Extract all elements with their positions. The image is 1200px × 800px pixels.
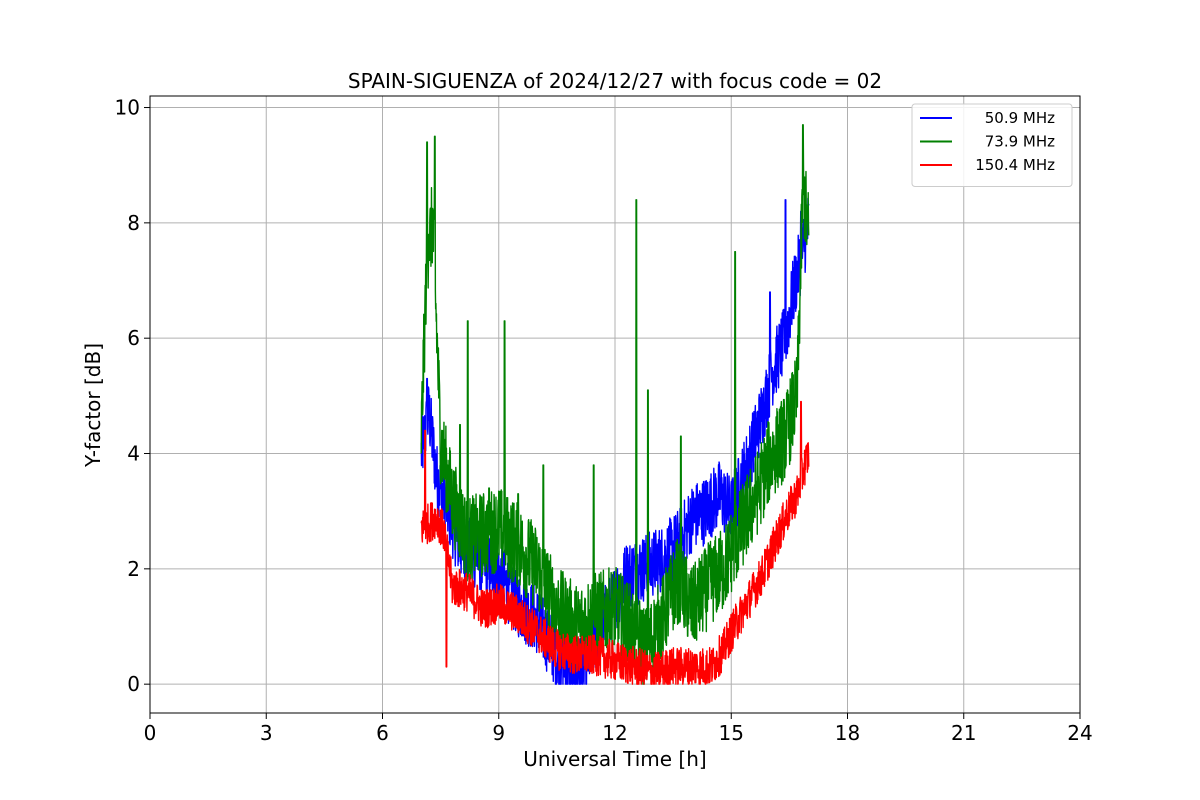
x-tick-label: 21: [951, 721, 976, 745]
y-tick-label: 8: [127, 211, 140, 235]
y-tick-label: 6: [127, 326, 140, 350]
y-tick-label: 0: [127, 672, 140, 696]
series-line-73-9-mhz: [420, 124, 810, 685]
x-tick-label: 18: [835, 721, 860, 745]
series-line-150-4-mhz: [420, 400, 810, 685]
legend-label: 150.4 MHz: [975, 156, 1055, 174]
x-axis-label: Universal Time [h]: [523, 747, 706, 771]
chart-title: SPAIN-SIGUENZA of 2024/12/27 with focus …: [348, 69, 882, 93]
y-axis-label: Y-factor [dB]: [81, 343, 105, 468]
x-tick-label: 3: [260, 721, 273, 745]
legend-label: 50.9 MHz: [985, 109, 1055, 127]
y-tick-label: 4: [127, 442, 140, 466]
x-tick-label: 0: [144, 721, 157, 745]
y-axis-ticks: 0 2 4 6 8 10: [115, 96, 150, 696]
x-tick-label: 6: [376, 721, 389, 745]
legend-entry: 73.9 MHz: [920, 133, 1055, 151]
x-tick-label: 15: [719, 721, 744, 745]
legend-label: 73.9 MHz: [985, 133, 1055, 151]
x-tick-label: 12: [602, 721, 627, 745]
y-tick-label: 2: [127, 557, 140, 581]
series-73-9-mhz: [420, 124, 810, 685]
legend-entry: 150.4 MHz: [920, 156, 1055, 174]
x-axis-ticks: 0 3 6 9 12 15 18 21 24: [144, 713, 1093, 745]
legend: 50.9 MHz 73.9 MHz 150.4 MHz: [911, 103, 1073, 187]
series-150-4-mhz: [420, 400, 810, 685]
x-tick-label: 9: [492, 721, 505, 745]
series-layer: [420, 124, 810, 685]
legend-entry: 50.9 MHz: [920, 109, 1055, 127]
y-tick-label: 10: [115, 96, 140, 120]
x-tick-label: 24: [1067, 721, 1092, 745]
